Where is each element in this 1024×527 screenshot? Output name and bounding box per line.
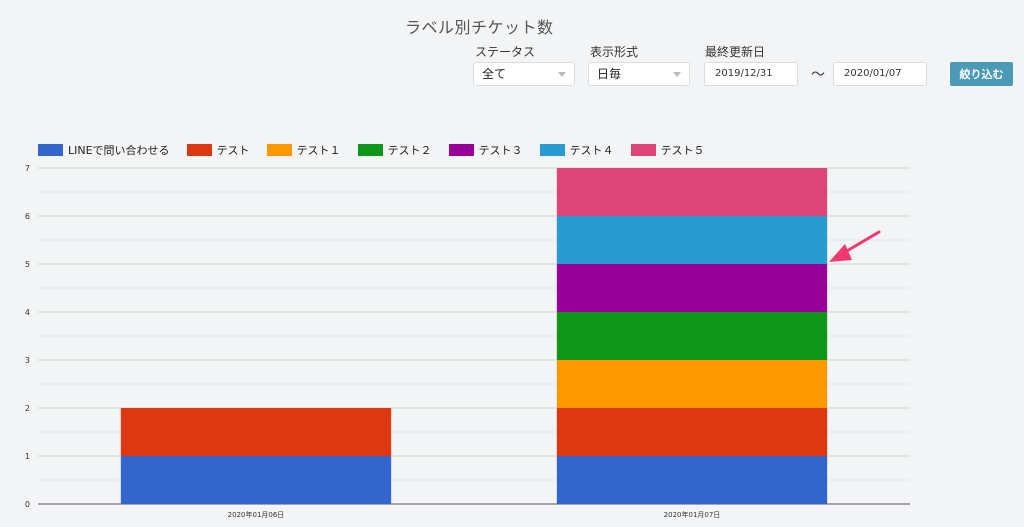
- bar-segment: [556, 168, 828, 216]
- format-filter-label: 表示形式: [590, 45, 639, 59]
- bar-segment: [556, 312, 828, 360]
- legend-swatch: [539, 144, 565, 156]
- legend-swatch: [357, 144, 383, 156]
- y-tick-label: 5: [25, 260, 30, 269]
- chevron-down-icon: [558, 72, 566, 77]
- status-select[interactable]: 全て: [473, 62, 575, 86]
- y-tick-label: 7: [25, 164, 30, 173]
- bar-segment: [120, 408, 392, 456]
- date-start-input[interactable]: 2019/12/31: [704, 62, 798, 86]
- legend-swatch: [266, 144, 292, 156]
- status-filter-label: ステータス: [475, 45, 536, 59]
- legend-swatch: [630, 144, 656, 156]
- bar-segment: [120, 456, 392, 504]
- bar-segment: [556, 216, 828, 264]
- format-select-value: 日毎: [597, 67, 622, 81]
- page-title: ラベル別チケット数: [405, 18, 554, 37]
- y-tick-label: 1: [25, 452, 30, 461]
- date-filter-label: 最終更新日: [705, 45, 766, 59]
- chevron-down-icon: [673, 72, 681, 77]
- y-tick-label: 2: [25, 404, 30, 413]
- legend-label: LINEで問い合わせる: [68, 144, 170, 157]
- legend-label: テスト５: [660, 144, 705, 157]
- date-end-input[interactable]: 2020/01/07: [833, 62, 927, 86]
- y-tick-label: 3: [25, 356, 30, 365]
- legend-item: テスト４: [539, 142, 614, 158]
- legend-item: テスト５: [630, 142, 705, 158]
- legend-swatch: [448, 144, 474, 156]
- legend-label: テスト２: [387, 144, 432, 157]
- date-range-separator: 〜: [811, 67, 825, 83]
- chart-legend: LINEで問い合わせる テスト テスト１ テスト２ テスト３ テスト４ テスト５: [38, 142, 722, 158]
- status-select-value: 全て: [482, 67, 507, 81]
- legend-swatch: [38, 144, 63, 156]
- legend-swatch: [186, 144, 212, 156]
- annotation-arrow-head-icon: [829, 244, 852, 262]
- y-tick-label: 4: [25, 308, 30, 317]
- format-select[interactable]: 日毎: [588, 62, 690, 86]
- x-tick-label: 2020年01月06日: [228, 510, 285, 519]
- filter-submit-button[interactable]: 絞り込む: [950, 62, 1013, 86]
- bar-segment: [556, 360, 828, 408]
- legend-item: テスト２: [357, 142, 432, 158]
- legend-label: テスト: [216, 144, 250, 157]
- bar-segment: [556, 456, 828, 504]
- y-tick-label: 0: [25, 500, 30, 509]
- legend-item: LINEで問い合わせる: [38, 142, 170, 158]
- bar-segment: [556, 408, 828, 456]
- legend-label: テスト４: [569, 144, 614, 157]
- legend-item: テスト: [186, 142, 250, 158]
- legend-label: テスト１: [296, 144, 341, 157]
- x-tick-label: 2020年01月07日: [664, 510, 721, 519]
- y-tick-label: 6: [25, 212, 30, 221]
- legend-label: テスト３: [478, 144, 523, 157]
- bar-segment: [556, 264, 828, 312]
- legend-item: テスト３: [448, 142, 523, 158]
- legend-item: テスト１: [266, 142, 341, 158]
